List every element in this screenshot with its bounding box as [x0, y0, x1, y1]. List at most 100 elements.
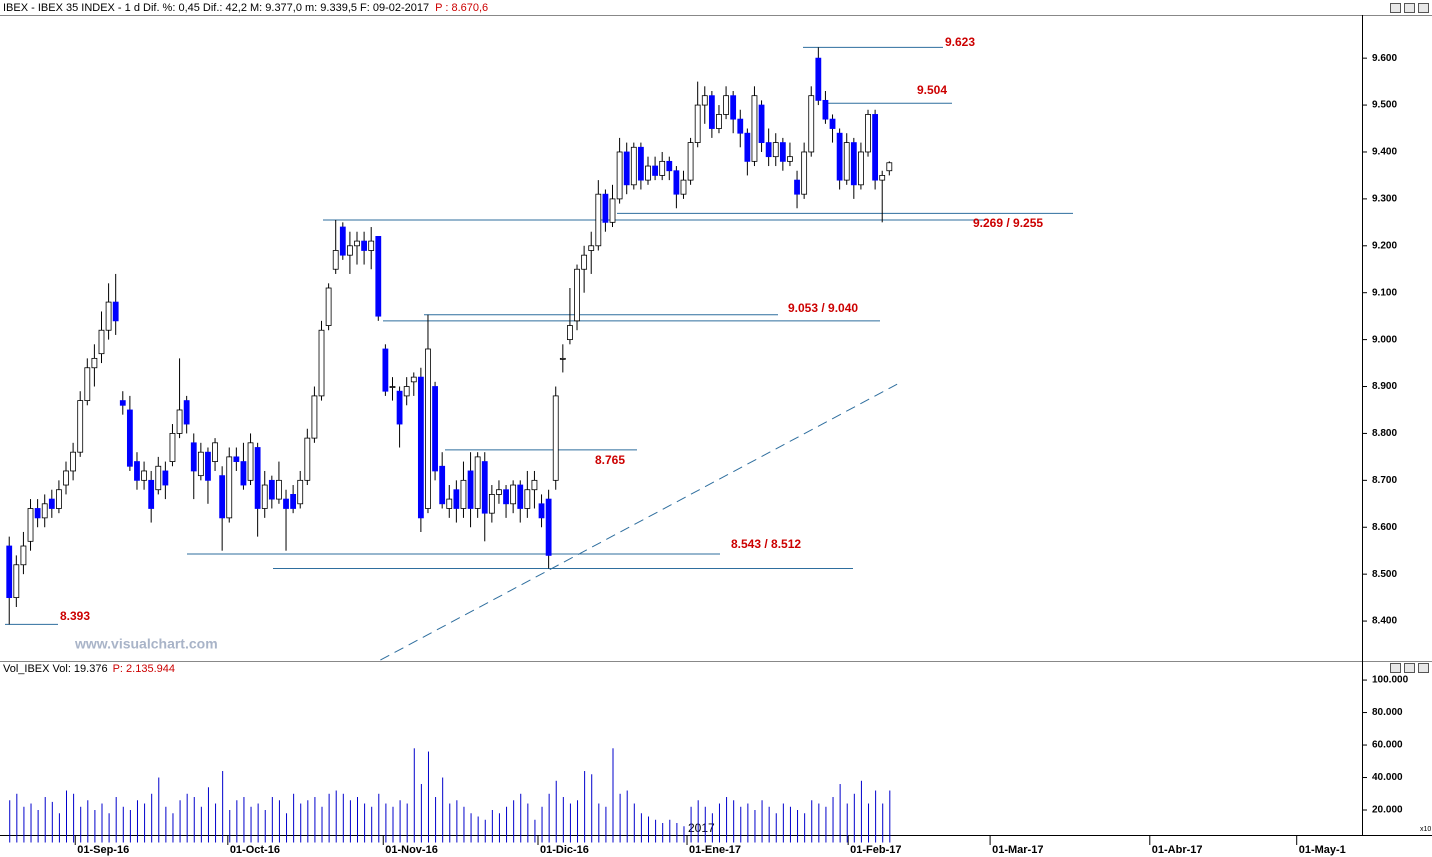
candle-body [240, 461, 247, 486]
level-label: 9.269 / 9.255 [973, 216, 1043, 230]
candle-body [879, 175, 886, 181]
candle-body [48, 498, 55, 509]
candle-body [297, 479, 304, 505]
candle-body [290, 494, 297, 509]
candle-body [687, 142, 694, 181]
candle-body [439, 465, 446, 505]
candle-body [347, 245, 353, 256]
candle-body [162, 470, 169, 486]
candle-body [183, 400, 190, 425]
candle-body [453, 489, 460, 509]
y-tick-label: 60.000 [1372, 740, 1403, 751]
close-button[interactable] [1418, 663, 1429, 673]
candle-body [432, 386, 438, 472]
candle-body [304, 437, 311, 481]
candle-body [630, 146, 637, 186]
y-tick-label: 9.200 [1372, 240, 1397, 251]
x-tick-label: 01-May-1 [1299, 844, 1346, 856]
x-tick-label: 01-Nov-16 [385, 844, 438, 856]
candle-body [552, 395, 559, 481]
candle-body [226, 456, 233, 519]
candle-body [205, 451, 211, 481]
candle-body [758, 104, 765, 143]
candle-body [609, 198, 616, 223]
candle-body [6, 545, 13, 599]
scale-label: x10 [1420, 826, 1431, 833]
candle-body [176, 409, 183, 434]
candle-body [325, 287, 332, 326]
y-tick-label: 9.600 [1372, 53, 1397, 64]
window-buttons [1390, 3, 1429, 673]
candle-body [254, 447, 261, 509]
y-tick-label: 9.000 [1372, 334, 1397, 345]
chart-subtitle: P : 8.670,6 [435, 2, 488, 14]
candle-body [765, 142, 772, 158]
candle-body [822, 99, 829, 120]
candle-body [865, 114, 871, 153]
y-tick-label: 8.900 [1372, 381, 1397, 392]
candle-body [744, 132, 751, 162]
candle-body [843, 142, 850, 181]
candle-body [858, 151, 864, 186]
candle-body [219, 475, 226, 519]
level-label: 8.543 / 8.512 [731, 537, 801, 551]
level-label: 9.623 [945, 35, 975, 49]
y-tick-label: 80.000 [1372, 707, 1403, 718]
watermark: www.visualchart.com [74, 636, 218, 652]
candle-body [836, 132, 843, 181]
candle-body [169, 433, 176, 462]
maximize-button[interactable] [1404, 3, 1415, 13]
candle-body [680, 179, 687, 195]
x-tick-label: 01-Ene-17 [689, 844, 741, 856]
candle-body [524, 489, 531, 509]
candle-body [730, 95, 737, 120]
y-tick-label: 40.000 [1372, 772, 1403, 783]
y-tick-label: 8.500 [1372, 569, 1397, 580]
candle-body [574, 268, 580, 322]
candle-body [410, 376, 417, 383]
candle-body [155, 465, 162, 491]
candle-body [559, 357, 566, 360]
candle-body [474, 456, 481, 509]
candle-body [496, 489, 502, 495]
candle-body [84, 367, 91, 401]
x-tick-label: 01-Dic-16 [540, 844, 589, 856]
candle-body [63, 470, 69, 486]
y-tick-label: 9.500 [1372, 100, 1397, 111]
candle-body [850, 142, 857, 186]
candle-body [98, 329, 105, 355]
candle-body [20, 545, 27, 566]
y-tick-label: 9.300 [1372, 194, 1397, 205]
candle-body [751, 95, 758, 162]
candle-body [56, 489, 62, 509]
candle-body [247, 442, 254, 481]
candle-body [77, 400, 84, 453]
maximize-button[interactable] [1404, 663, 1415, 673]
candle-body [588, 245, 595, 251]
close-button[interactable] [1418, 3, 1429, 13]
candle-body [872, 114, 879, 181]
candle-body [91, 357, 98, 369]
y-tick-label: 8.800 [1372, 428, 1397, 439]
volume-subtitle: P: 2.135.944 [113, 663, 175, 675]
candle-body [602, 193, 609, 223]
candle-body [623, 151, 630, 186]
level-label: 8.393 [60, 609, 90, 623]
candle-body [567, 325, 573, 341]
candle-body [212, 442, 218, 462]
x-tick-label: 01-Oct-16 [230, 844, 280, 856]
candle-body [417, 376, 424, 519]
minimize-button[interactable] [1390, 663, 1401, 673]
level-label: 9.504 [917, 83, 947, 97]
candle-body [517, 484, 524, 509]
year-label: 2017 [688, 821, 715, 835]
candle-body [772, 142, 779, 158]
candle-body [467, 470, 474, 509]
candle-body [119, 400, 126, 406]
candle-body [815, 57, 822, 101]
candle-body [637, 146, 644, 181]
minimize-button[interactable] [1390, 3, 1401, 13]
candle-body [425, 348, 431, 509]
candle-body [488, 494, 495, 514]
